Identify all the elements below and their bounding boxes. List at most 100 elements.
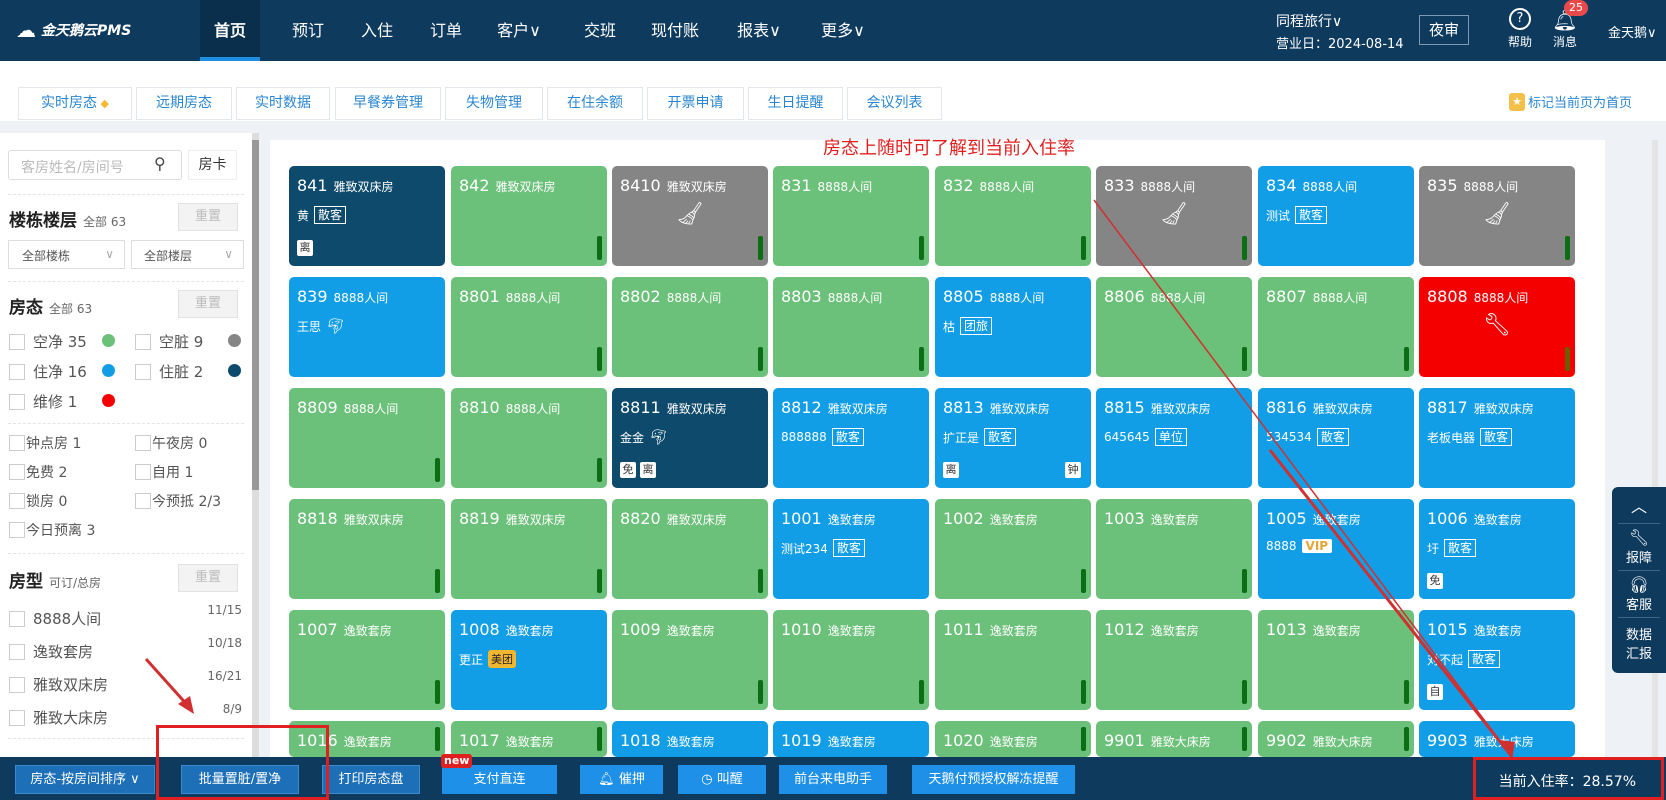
room-card[interactable]: 8802 8888人间: [612, 277, 768, 377]
checkbox[interactable]: [9, 393, 25, 410]
room-card[interactable]: 8812 雅致双床房 888888 散客: [773, 388, 929, 488]
room-card[interactable]: 834 8888人间 测试 散客: [1258, 166, 1414, 266]
flag-filter-4[interactable]: 锁房 0: [9, 491, 67, 511]
status-filter-1[interactable]: 空脏 9: [135, 331, 203, 352]
hotel-selector[interactable]: 同程旅行∨: [1276, 14, 1343, 30]
main-scrollbar[interactable]: [1652, 140, 1658, 757]
tab-3[interactable]: 早餐券管理: [335, 87, 441, 120]
room-card[interactable]: 1017 逸致套房: [451, 721, 607, 757]
nav-item-1[interactable]: 预订: [291, 21, 324, 40]
chevron-up-icon[interactable]: ︿: [1630, 497, 1647, 516]
tab-8[interactable]: 会议列表: [847, 87, 942, 120]
room-card[interactable]: 839 8888人间 王思 🐬︎: [289, 277, 445, 377]
room-card[interactable]: 8808 8888人间 🔧︎: [1419, 277, 1575, 377]
room-card[interactable]: 835 8888人间 🧹︎: [1419, 166, 1575, 266]
sort-select[interactable]: 房态-按房间排序 ∨: [15, 765, 155, 794]
room-card[interactable]: 1015 逸致套房 对不起 散客自: [1419, 610, 1575, 710]
room-card[interactable]: 1002 逸致套房: [935, 499, 1091, 599]
floor-select[interactable]: 全部楼层 ∨: [131, 240, 244, 269]
user-menu[interactable]: 金天鹅∨: [1608, 26, 1657, 41]
room-card[interactable]: 8810 8888人间: [451, 388, 607, 488]
status-filter-4[interactable]: 维修 1: [9, 391, 77, 412]
set-home-link[interactable]: ★ 标记当前页为首页: [1509, 92, 1632, 111]
room-card[interactable]: 842 雅致双床房: [451, 166, 607, 266]
report-fault-button[interactable]: 🔧︎ 报障: [1618, 523, 1660, 570]
checkbox[interactable]: [135, 333, 151, 350]
messages-button[interactable]: 🔔︎ 消息 25: [1550, 0, 1588, 50]
night-audit-button[interactable]: 夜审: [1419, 15, 1469, 45]
room-card[interactable]: 1012 逸致套房: [1096, 610, 1252, 710]
call-assistant-button[interactable]: 前台来电助手: [779, 765, 887, 794]
room-card[interactable]: 8801 8888人间: [451, 277, 607, 377]
building-reset-button[interactable]: 重置: [178, 203, 238, 231]
room-card-button[interactable]: 房卡: [188, 150, 237, 180]
room-card[interactable]: 1003 逸致套房: [1096, 499, 1252, 599]
checkbox[interactable]: [9, 610, 25, 627]
building-select[interactable]: 全部楼栋 ∨: [8, 240, 125, 269]
room-card[interactable]: 8817 雅致双床房 老板电器 散客: [1419, 388, 1575, 488]
direct-pay-button[interactable]: 支付直连 new: [441, 754, 557, 794]
nav-item-4[interactable]: 客户∨: [497, 21, 541, 40]
room-card[interactable]: 8819 雅致双床房: [451, 499, 607, 599]
room-card[interactable]: 8803 8888人间: [773, 277, 929, 377]
room-card[interactable]: 8807 8888人间: [1258, 277, 1414, 377]
room-card[interactable]: 8805 8888人间枯团旅: [935, 277, 1091, 377]
wake-call-button[interactable]: ◷ 叫醒: [678, 765, 766, 794]
status-filter-3[interactable]: 住脏 2: [135, 361, 203, 382]
roomtype-reset-button[interactable]: 重置: [178, 564, 238, 592]
room-card[interactable]: 1013 逸致套房: [1258, 610, 1414, 710]
flag-filter-0[interactable]: 钟点房 1: [9, 433, 81, 453]
room-card[interactable]: 1010 逸致套房: [773, 610, 929, 710]
nav-item-2[interactable]: 入住: [360, 21, 393, 40]
print-room-status-button[interactable]: 打印房态盘: [322, 765, 420, 794]
search-input[interactable]: 客房姓名/房间号 ⚲: [8, 150, 182, 180]
room-card[interactable]: 841 雅致双床房黄散客离: [289, 166, 445, 266]
sidebar-scroll-thumb[interactable]: [252, 140, 259, 490]
room-card[interactable]: 1001 逸致套房 测试234 散客: [773, 499, 929, 599]
checkbox[interactable]: [9, 493, 25, 509]
checkbox[interactable]: [135, 363, 151, 380]
checkbox[interactable]: [9, 709, 25, 726]
room-card[interactable]: 8813 雅致双床房 扩正是 散客离 钟: [935, 388, 1091, 488]
room-card[interactable]: 8806 8888人间: [1096, 277, 1252, 377]
status-filter-2[interactable]: 住净 16: [9, 361, 87, 382]
room-card[interactable]: 8811 雅致双床房 金金 🐬︎ 免离: [612, 388, 768, 488]
room-card[interactable]: 8816 雅致双床房 534534 散客: [1258, 388, 1414, 488]
checkbox[interactable]: [135, 493, 151, 509]
room-card[interactable]: 1018 逸致套房: [612, 721, 768, 757]
flag-filter-3[interactable]: 自用 1: [135, 462, 193, 482]
room-card[interactable]: 1007 逸致套房: [289, 610, 445, 710]
logo[interactable]: ☁ 金天鹅云PMS: [16, 18, 132, 42]
checkbox[interactable]: [9, 435, 25, 451]
tab-7[interactable]: 生日提醒: [748, 87, 843, 120]
batch-dirty-clean-button[interactable]: 批量置脏/置净: [181, 765, 299, 794]
tab-1[interactable]: 远期房态: [136, 87, 232, 120]
roomtype-filter-1[interactable]: 逸致套房: [9, 641, 93, 662]
flag-filter-5[interactable]: 今预抵 2/3: [135, 491, 221, 511]
checkbox[interactable]: [9, 363, 25, 380]
tab-5[interactable]: 在住余额: [547, 87, 643, 120]
room-card[interactable]: 1011 逸致套房: [935, 610, 1091, 710]
room-card[interactable]: 8410 雅致双床房 🧹︎: [612, 166, 768, 266]
checkbox[interactable]: [9, 333, 25, 350]
nav-item-8[interactable]: 更多∨: [821, 21, 865, 40]
flag-filter-1[interactable]: 午夜房 0: [135, 433, 207, 453]
checkbox[interactable]: [9, 643, 25, 660]
room-card[interactable]: 9901 雅致大床房: [1096, 721, 1252, 757]
roomtype-filter-0[interactable]: 8888人间: [9, 608, 101, 629]
room-card[interactable]: 1019 逸致套房: [773, 721, 929, 757]
room-card[interactable]: 1006 逸致套房圩散客免: [1419, 499, 1575, 599]
preauth-unfreeze-button[interactable]: 天鹅付预授权解冻提醒: [912, 765, 1075, 794]
tab-6[interactable]: 开票申请: [647, 87, 744, 120]
room-card[interactable]: 1009 逸致套房: [612, 610, 768, 710]
checkbox[interactable]: [9, 522, 25, 538]
room-card[interactable]: 8809 8888人间: [289, 388, 445, 488]
nav-item-6[interactable]: 现付账: [650, 21, 699, 40]
status-reset-button[interactable]: 重置: [178, 290, 238, 318]
tab-4[interactable]: 失物管理: [445, 87, 543, 120]
nav-item-7[interactable]: 报表∨: [737, 21, 781, 40]
roomtype-filter-3[interactable]: 雅致大床房: [9, 707, 108, 728]
room-card[interactable]: 8820 雅致双床房: [612, 499, 768, 599]
status-filter-0[interactable]: 空净 35: [9, 331, 87, 352]
search-icon[interactable]: ⚲: [154, 154, 166, 173]
